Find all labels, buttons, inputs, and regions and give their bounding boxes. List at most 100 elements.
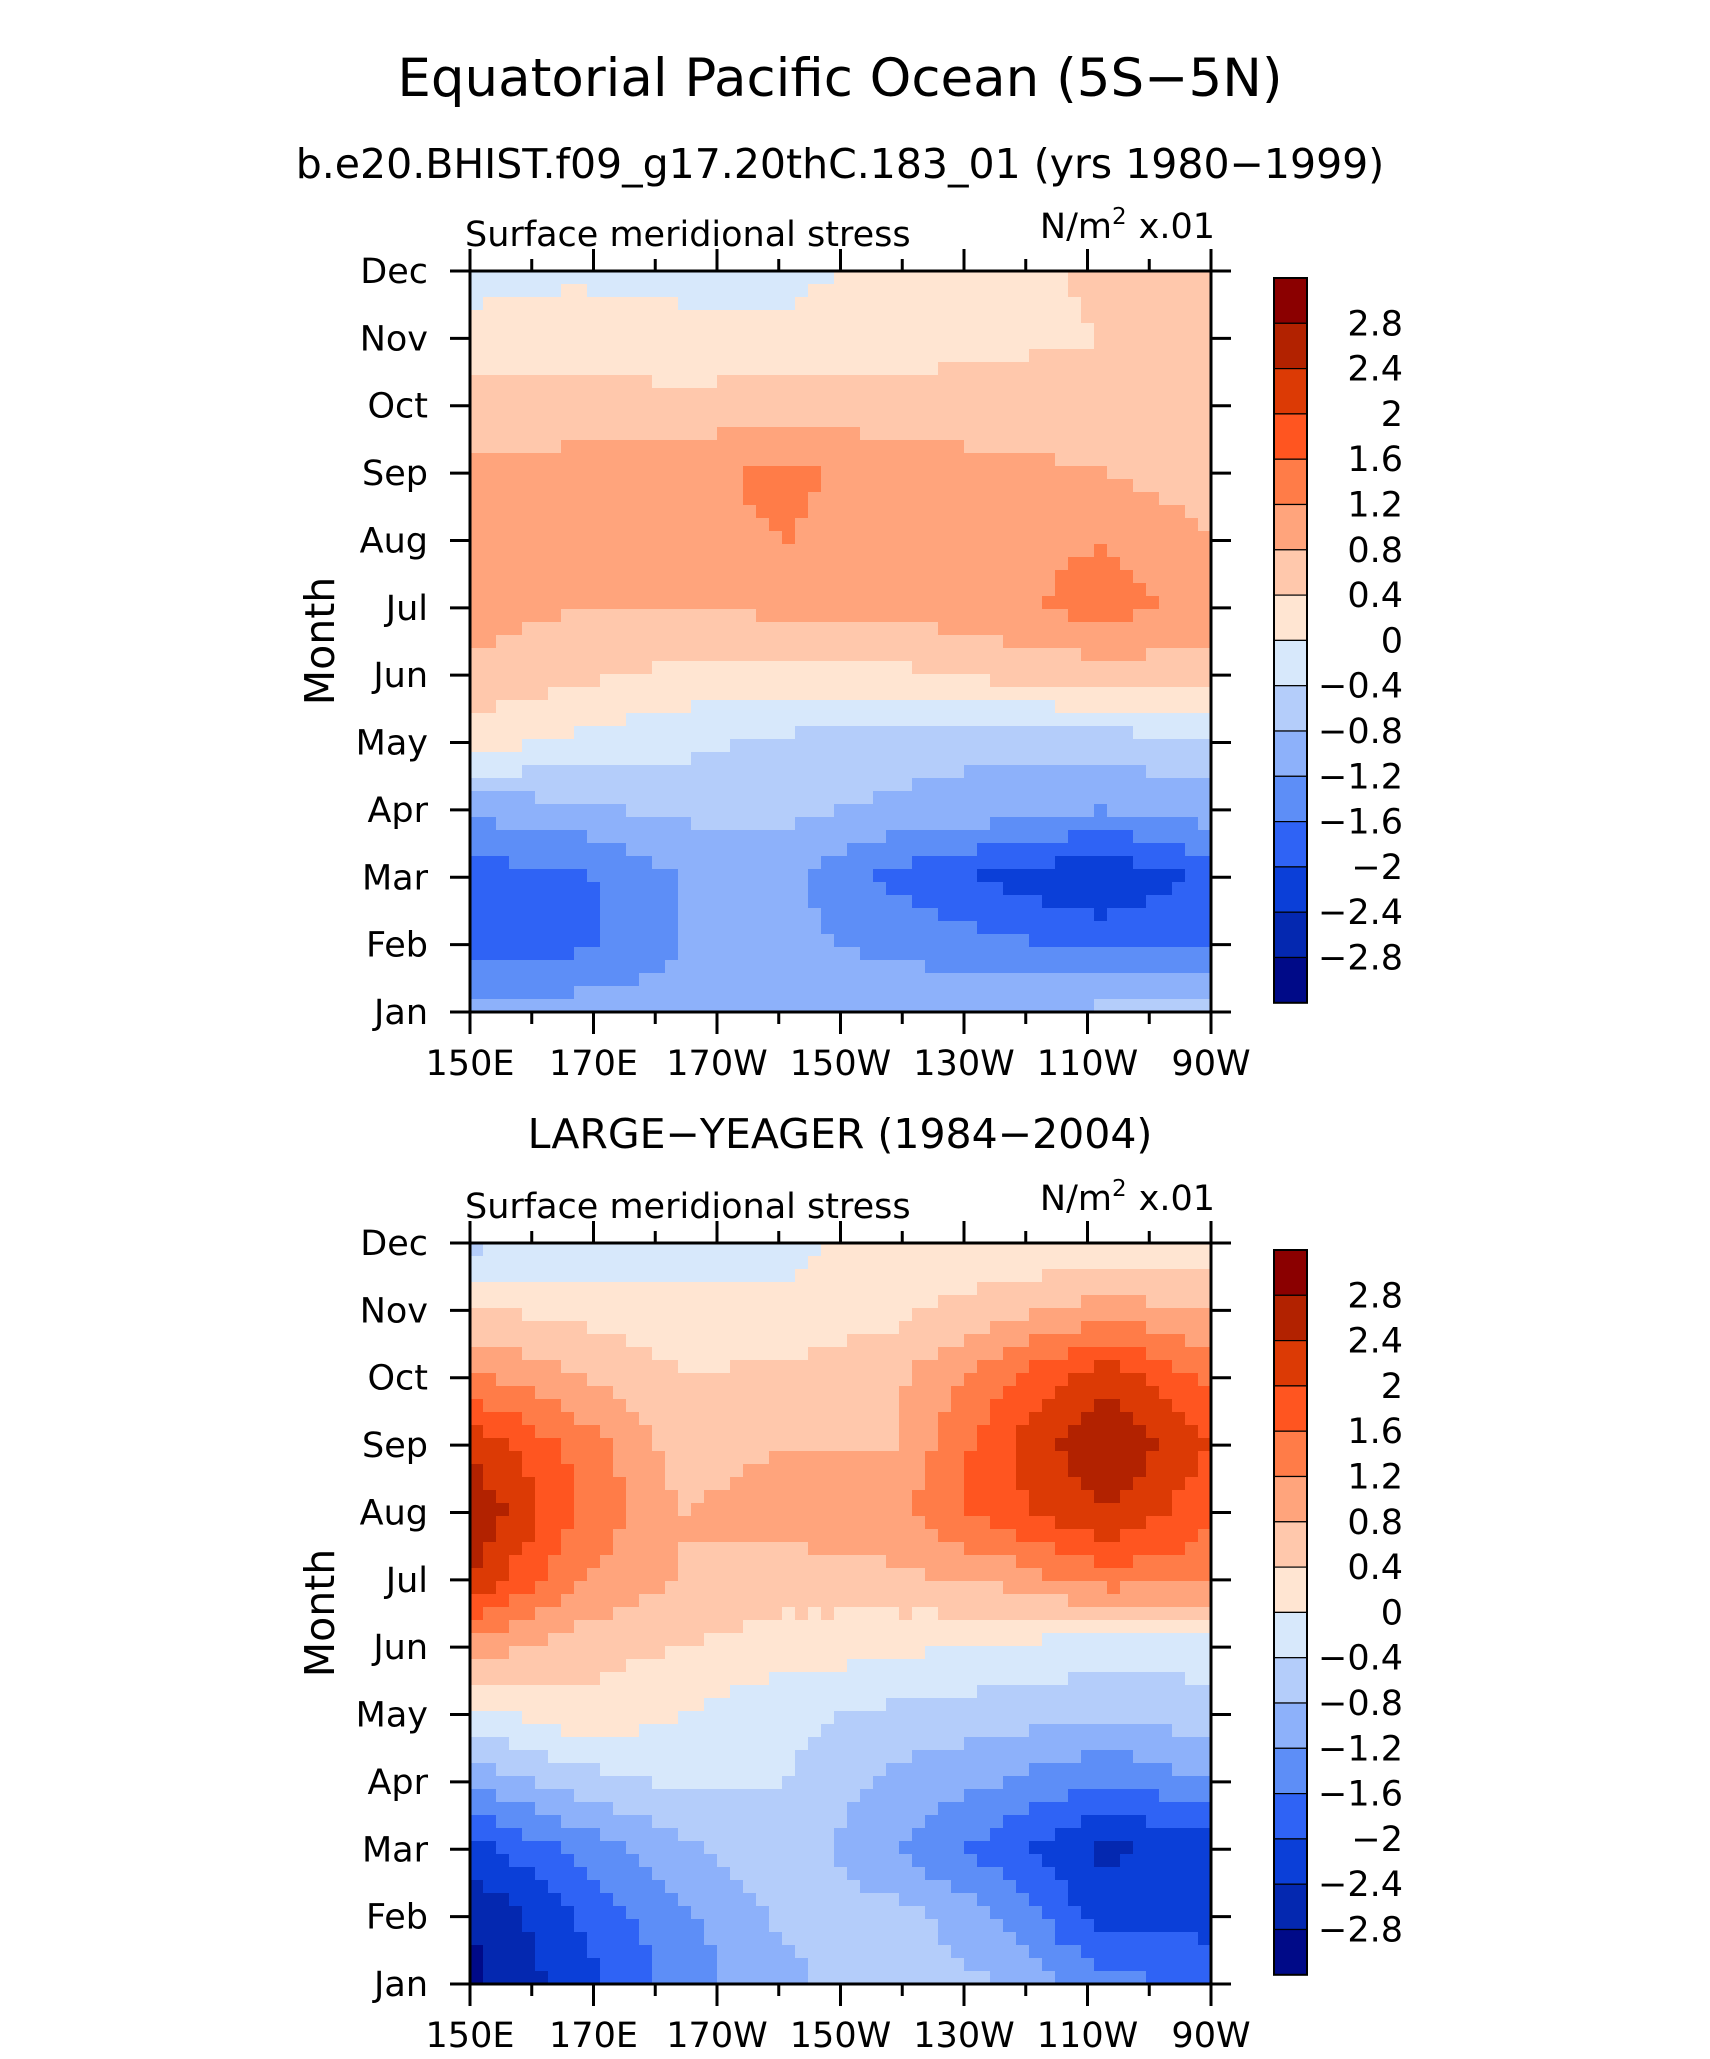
panel-model-field-cell (977, 596, 991, 610)
panel-model-field-cell (730, 414, 744, 428)
panel-model-field-cell (795, 479, 809, 493)
panel-obs-field-cell (1081, 1477, 1095, 1491)
panel-obs-field-cell (951, 1412, 965, 1426)
panel-model-field-cell (886, 999, 900, 1013)
panel-model-field-cell (574, 583, 588, 597)
panel-model-field-cell (769, 934, 783, 948)
panel-obs-field-cell (1003, 1373, 1017, 1387)
panel-model-field-cell (1029, 739, 1043, 753)
panel-model-field-cell (977, 999, 991, 1013)
panel-model-field-cell (743, 700, 757, 714)
panel-obs-field-cell (1016, 1542, 1030, 1556)
panel-model-field-cell (574, 297, 588, 311)
panel-model-field-cell (1094, 934, 1108, 948)
panel-obs-field-cell (1146, 1243, 1160, 1257)
panel-model-field-cell (756, 908, 770, 922)
panel-model-field-cell (795, 804, 809, 818)
panel-model-field-cell (691, 986, 705, 1000)
panel-model-field-cell (730, 479, 744, 493)
panel-obs-field-cell (756, 1399, 770, 1413)
panel-obs-field-cell (639, 1399, 653, 1413)
panel-model-field-cell (665, 453, 679, 467)
panel-model-field-cell (587, 947, 601, 961)
panel-model-field-cell (769, 986, 783, 1000)
panel-obs-field-cell (1107, 1373, 1121, 1387)
panel-obs-field-cell (496, 1490, 510, 1504)
panel-obs-field-cell (704, 1555, 718, 1569)
panel-obs-field-cell (964, 1464, 978, 1478)
panel-obs-field-cell (509, 1412, 523, 1426)
panel-model-field-cell (626, 661, 640, 675)
panel-obs-field-cell (548, 1542, 562, 1556)
panel-model-field-cell (704, 739, 718, 753)
panel-obs-field-cell (1003, 1568, 1017, 1582)
panel-model-field-cell (769, 297, 783, 311)
panel-model-field-cell (769, 661, 783, 675)
panel-model-field-cell (951, 752, 965, 766)
panel-obs-field-cell (613, 1542, 627, 1556)
panel-model-field-cell (938, 336, 952, 350)
panel-obs-field-cell (496, 1399, 510, 1413)
panel-obs-field-cell (1094, 1425, 1108, 1439)
panel-model-field-cell (1172, 401, 1186, 415)
panel-obs-field-cell (1042, 1386, 1056, 1400)
panel-model-field-cell (938, 518, 952, 532)
panel-obs-field-cell (522, 1321, 536, 1335)
panel-model-field-cell (470, 635, 484, 649)
panel-model-field-cell (1159, 843, 1173, 857)
panel-model-field-cell (873, 596, 887, 610)
panel-model-field-cell (769, 999, 783, 1013)
panel-model-field-cell (821, 297, 835, 311)
panel-model-field-cell (626, 700, 640, 714)
panel-obs-field-cell (1068, 1581, 1082, 1595)
panel-model-field-cell (1029, 999, 1043, 1013)
panel-model-field-cell (1042, 804, 1056, 818)
panel-model-field-cell (925, 687, 939, 701)
panel-model-field-cell (1107, 817, 1121, 831)
panel-obs-field-cell (899, 1438, 913, 1452)
panel-model-field-cell (496, 752, 510, 766)
panel-obs-field-cell (769, 1503, 783, 1517)
panel-model-field-cell (600, 817, 614, 831)
panel-model-field-cell (899, 336, 913, 350)
panel-model-field-cell (912, 882, 926, 896)
panel-model-field-cell (977, 271, 991, 285)
panel-obs-field-cell (470, 1412, 484, 1426)
panel-obs-field-cell (652, 1607, 666, 1621)
panel-obs-field-cell (1055, 1464, 1069, 1478)
panel-obs-field-cell (730, 1269, 744, 1283)
panel-model-field-cell (691, 466, 705, 480)
panel-model-field-cell (912, 830, 926, 844)
panel-model-field-cell (652, 882, 666, 896)
panel-obs-field-cell (1055, 1542, 1069, 1556)
panel-obs-field-cell (561, 1347, 575, 1361)
panel-obs-field-cell (483, 1412, 497, 1426)
panel-model-field-cell (626, 466, 640, 480)
panel-obs-field-cell (574, 1386, 588, 1400)
panel-model-field-cell (795, 726, 809, 740)
panel-model-field-cell (587, 401, 601, 415)
panel-model-colorbar-swatch (1273, 956, 1308, 1004)
panel-model-field-cell (886, 895, 900, 909)
panel-model-field-cell (1081, 492, 1095, 506)
panel-model-field-cell (470, 505, 484, 519)
panel-model-field-cell (1003, 440, 1017, 454)
panel-model-field-cell (587, 297, 601, 311)
panel-model-field-cell (1120, 284, 1134, 298)
panel-obs-field-cell (977, 1425, 991, 1439)
panel-obs-field-cell (977, 1282, 991, 1296)
panel-model-field-cell (1146, 492, 1160, 506)
panel-model-field-cell (587, 453, 601, 467)
panel-model-field-cell (587, 531, 601, 545)
panel-model-field-cell (964, 323, 978, 337)
panel-model-field-cell (1198, 466, 1212, 480)
panel-model-field-cell (704, 687, 718, 701)
panel-obs-field-cell (756, 1503, 770, 1517)
panel-model-field-cell (756, 453, 770, 467)
panel-model-field-cell (704, 869, 718, 883)
panel-model-field-cell (782, 505, 796, 519)
panel-model-field-cell (691, 609, 705, 623)
panel-obs-field-cell (600, 1594, 614, 1608)
panel-model-field-cell (951, 921, 965, 935)
panel-model-field-cell (990, 388, 1004, 402)
